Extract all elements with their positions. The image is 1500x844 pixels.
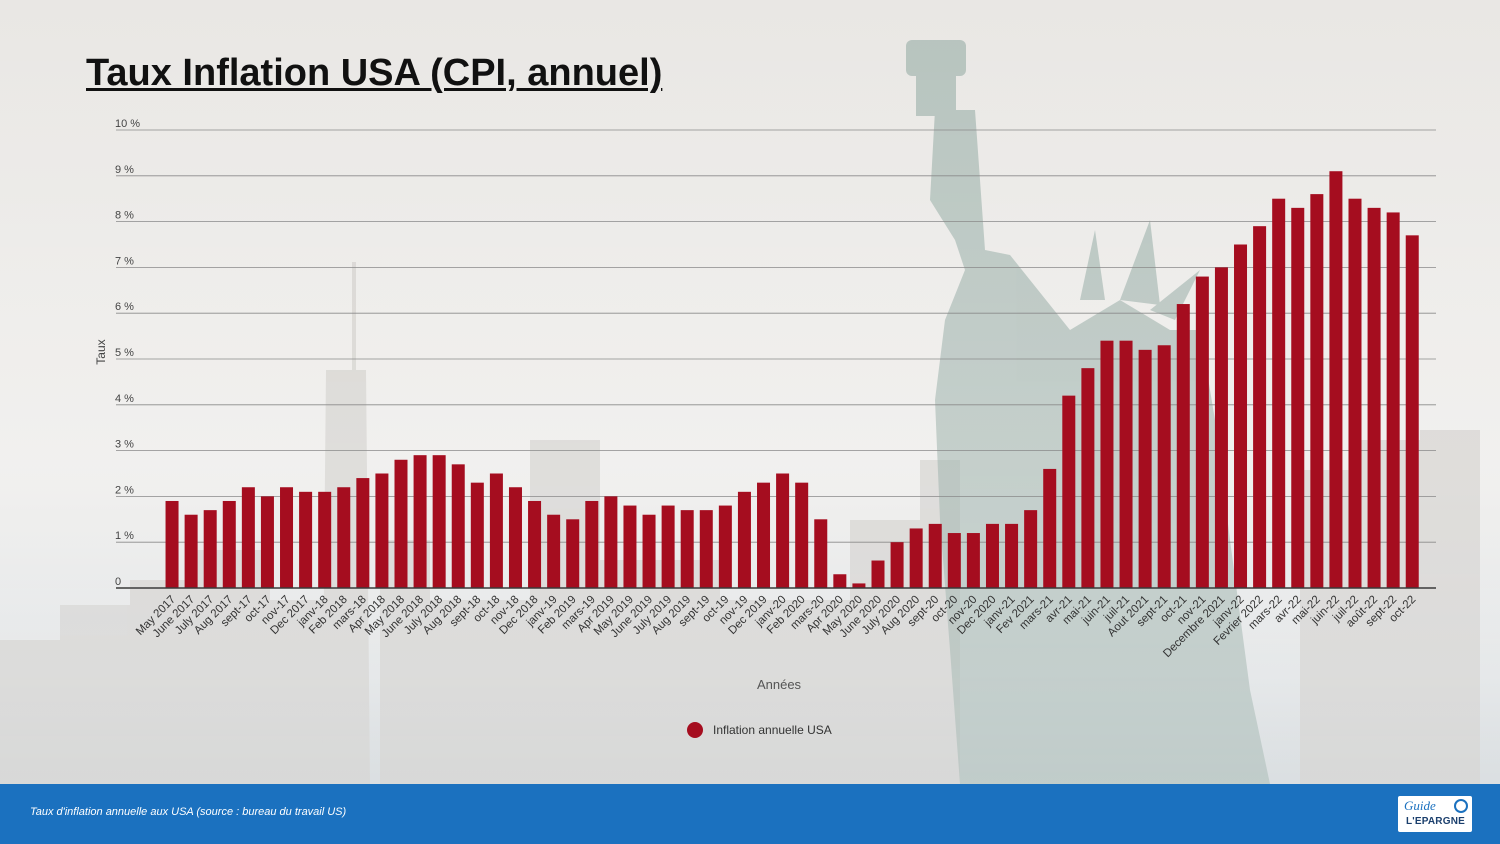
y-tick-label: 7 %	[115, 255, 134, 267]
bar	[451, 464, 465, 588]
bar	[966, 533, 980, 588]
bar	[318, 491, 332, 588]
bar	[890, 542, 904, 588]
bar	[241, 487, 255, 588]
bar	[1157, 345, 1171, 588]
bar	[394, 459, 408, 588]
bar	[1405, 235, 1419, 588]
bar	[489, 473, 503, 588]
bar	[280, 487, 294, 588]
bar	[1062, 395, 1076, 588]
bar	[1272, 198, 1286, 588]
bar	[1310, 194, 1324, 588]
footer-bar: Taux d'inflation annuelle aux USA (sourc…	[0, 784, 1500, 844]
legend-label: Inflation annuelle USA	[713, 723, 832, 737]
y-tick-label: 8 %	[115, 210, 134, 222]
bar	[947, 533, 961, 588]
bar	[1253, 226, 1267, 588]
bar	[566, 519, 580, 588]
y-tick-label: 2 %	[115, 484, 134, 496]
bar	[1138, 349, 1152, 588]
bar	[814, 519, 828, 588]
y-tick-label: 5 %	[115, 347, 134, 359]
logo-mark-icon	[1454, 799, 1468, 813]
y-axis-label: Taux	[94, 339, 108, 364]
bar	[661, 505, 675, 588]
y-tick-label: 6 %	[115, 301, 134, 313]
bar	[737, 491, 751, 588]
bar	[680, 510, 694, 588]
bar	[299, 491, 313, 588]
bar	[585, 500, 599, 588]
chart-title: Taux Inflation USA (CPI, annuel)	[86, 52, 663, 94]
bar	[1234, 244, 1248, 588]
bar	[1386, 212, 1400, 588]
bar	[871, 560, 885, 588]
background-skyline-image	[0, 0, 1500, 784]
bar	[928, 523, 942, 588]
bar	[1024, 510, 1038, 588]
bar	[795, 482, 809, 588]
bar	[222, 500, 236, 588]
bar	[1081, 368, 1095, 588]
y-tick-label: 9 %	[115, 164, 134, 176]
bar	[833, 574, 847, 588]
bar	[413, 455, 427, 588]
bar	[909, 528, 923, 588]
bar	[1329, 171, 1343, 588]
bar	[165, 500, 179, 588]
bar	[375, 473, 389, 588]
bar	[1348, 198, 1362, 588]
bar	[1119, 340, 1133, 588]
bar	[1043, 468, 1057, 588]
bar	[776, 473, 790, 588]
bar	[432, 455, 446, 588]
y-tick-label: 1 %	[115, 530, 134, 542]
y-tick-label: 10 %	[115, 118, 140, 130]
y-axis-ticks: 0 1 % 2 % 3 % 4 % 5 % 6 % 7 % 8 % 9 % 10 %	[115, 118, 140, 588]
bar	[699, 510, 713, 588]
y-tick-label: 4 %	[115, 393, 134, 405]
bar	[1367, 207, 1381, 589]
bar	[184, 514, 198, 588]
bar	[203, 510, 217, 588]
x-axis-label: Années	[757, 677, 802, 692]
guide-epargne-logo: Guide L'EPARGNE	[1398, 796, 1472, 832]
bar	[985, 523, 999, 588]
bar-chart: 0 1 % 2 % 3 % 4 % 5 % 6 % 7 % 8 % 9 % 10 % May 201…	[94, 118, 1436, 738]
bar	[718, 505, 732, 588]
footer-caption: Taux d'inflation annuelle aux USA (sourc…	[30, 806, 347, 818]
logo-text-bottom: L'EPARGNE	[1406, 816, 1465, 827]
legend-marker	[687, 722, 703, 738]
bar	[470, 482, 484, 588]
bar	[260, 496, 274, 588]
bar	[528, 500, 542, 588]
bar	[1100, 340, 1114, 588]
bar	[337, 487, 351, 588]
y-tick-label: 0	[115, 576, 121, 588]
bar	[508, 487, 522, 588]
y-tick-label: 3 %	[115, 439, 134, 451]
bar	[852, 583, 866, 588]
bar	[623, 505, 637, 588]
logo-text-top: Guide	[1404, 798, 1436, 813]
bar	[1291, 207, 1305, 589]
bar	[356, 478, 370, 588]
bar	[757, 482, 771, 588]
bar	[547, 514, 561, 588]
bar	[1195, 276, 1209, 588]
bar	[1214, 267, 1228, 588]
bar	[1005, 523, 1019, 588]
bars	[165, 171, 1419, 589]
bar	[642, 514, 656, 588]
bar	[1176, 304, 1190, 588]
bar	[604, 496, 618, 588]
legend: Inflation annuelle USA	[687, 722, 832, 738]
